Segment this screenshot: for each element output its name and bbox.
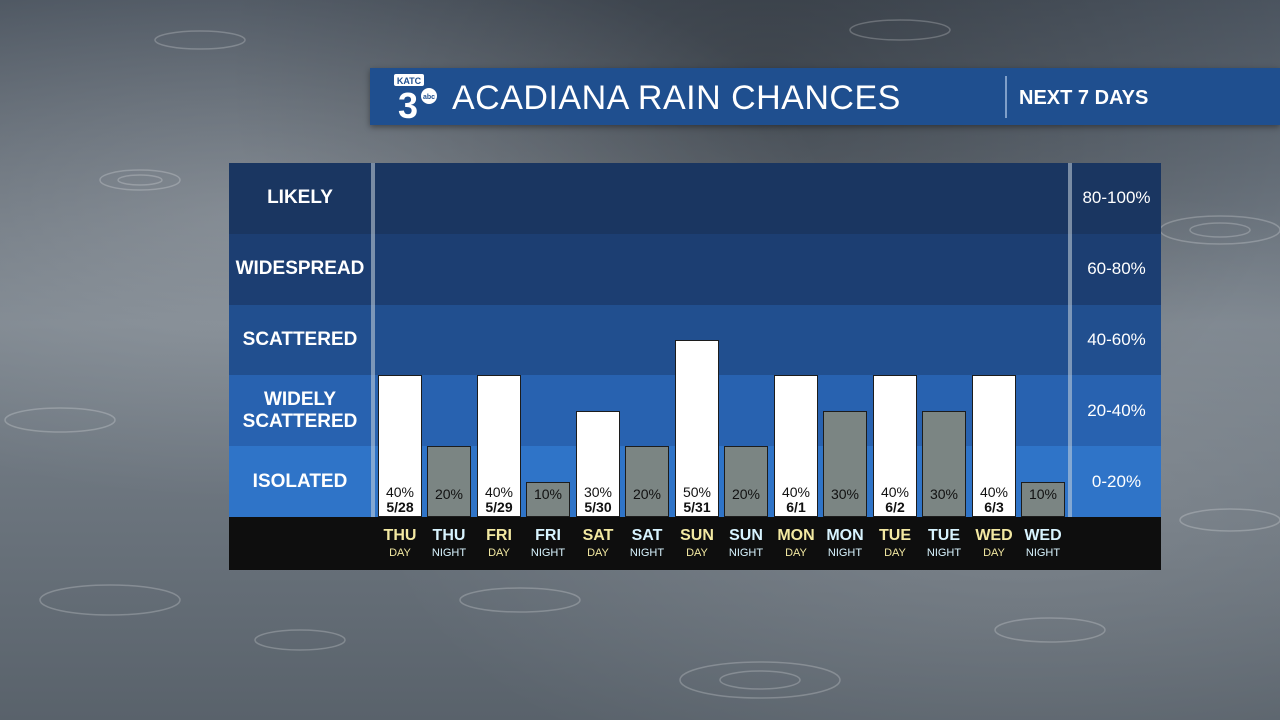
bar-value-label: 40% xyxy=(484,484,514,500)
band-row-widespread xyxy=(229,233,1161,305)
bar-date-label: 6/2 xyxy=(885,499,905,515)
period-name: NIGHT xyxy=(1025,547,1061,559)
period-day-name: SUN xyxy=(729,527,763,544)
period-day-name: SUN xyxy=(680,527,714,544)
period-name: NIGHT xyxy=(728,547,764,559)
rain-bar-mon-day xyxy=(774,375,818,517)
day-period-strip xyxy=(229,517,1161,570)
svg-text:3: 3 xyxy=(398,85,418,122)
period-name: DAY xyxy=(884,547,906,559)
band-row-likely xyxy=(229,163,1161,234)
title-banner xyxy=(370,68,1280,125)
period-name: DAY xyxy=(587,547,609,559)
band-label: WIDESPREAD xyxy=(235,258,365,280)
rain-bar-fri-day xyxy=(477,375,521,517)
rain-bar-wed-night xyxy=(1021,481,1065,517)
rain-bar-thu-night xyxy=(427,446,471,517)
bar-date-label: 5/31 xyxy=(683,499,711,515)
band-label: WIDELY SCATTERED xyxy=(242,388,358,432)
period-name: DAY xyxy=(785,547,807,559)
rain-bar-mon-night xyxy=(823,410,867,517)
bar-value-label: 40% xyxy=(979,484,1009,500)
page-title: ACADIANA RAIN CHANCES xyxy=(452,79,901,117)
band-range-label: 20-40% xyxy=(1087,400,1146,420)
band-range-label: 60-80% xyxy=(1087,259,1146,279)
period-name: DAY xyxy=(686,547,708,559)
bar-date-label: 6/3 xyxy=(984,499,1004,515)
period-day-name: TUE xyxy=(928,527,960,544)
period-day-name: FRI xyxy=(535,527,561,544)
bar-value-label: 40% xyxy=(385,484,415,500)
period-name: DAY xyxy=(488,547,510,559)
bar-value-label: 50% xyxy=(682,484,712,500)
bar-value-label: 40% xyxy=(880,484,910,500)
period-day-name: TUE xyxy=(879,527,911,544)
band-range-label: 0-20% xyxy=(1091,471,1142,491)
bar-date-label: 5/29 xyxy=(485,499,513,515)
period-name: NIGHT xyxy=(926,547,962,559)
rain-bar-tue-night xyxy=(922,410,966,517)
period-day-name: WED xyxy=(975,527,1013,544)
rain-bar-sun-night xyxy=(724,446,768,517)
band-label: LIKELY xyxy=(267,187,333,209)
rain-bar-fri-night xyxy=(526,481,570,517)
header-divider xyxy=(1005,76,1007,118)
period-name: NIGHT xyxy=(530,547,566,559)
band-range-label: 40-60% xyxy=(1087,329,1146,349)
bar-value-label: 30% xyxy=(929,486,959,502)
band-label: ISOLATED xyxy=(252,470,348,492)
period-name: NIGHT xyxy=(629,547,665,559)
katc-abc-logo: KATC 3 abc xyxy=(394,74,437,122)
period-day-name: SAT xyxy=(582,527,614,544)
period-name: DAY xyxy=(983,547,1005,559)
period-name: NIGHT xyxy=(431,547,467,559)
period-day-name: MON xyxy=(777,527,815,544)
forecast-span-label: NEXT 7 DAYS xyxy=(1019,87,1149,109)
bar-date-label: 6/1 xyxy=(786,499,806,515)
svg-text:abc: abc xyxy=(423,94,435,101)
period-name: NIGHT xyxy=(827,547,863,559)
bar-value-label: 20% xyxy=(731,486,761,502)
period-day-name: THU xyxy=(432,527,466,544)
bar-value-label: 10% xyxy=(1028,486,1058,502)
band-label: SCATTERED xyxy=(242,328,358,350)
bar-value-label: 20% xyxy=(434,486,464,502)
range-column-separator xyxy=(1068,163,1072,570)
bar-date-label: 5/28 xyxy=(386,499,414,515)
period-day-name: FRI xyxy=(486,527,512,544)
period-day-name: WED xyxy=(1024,527,1062,544)
period-day-name: THU xyxy=(383,527,417,544)
period-day-name: MON xyxy=(826,527,864,544)
period-day-name: SAT xyxy=(631,527,663,544)
bar-value-label: 30% xyxy=(583,484,613,500)
svg-text:KATC: KATC xyxy=(397,76,422,86)
bar-value-label: 20% xyxy=(632,486,662,502)
rain-bar-tue-day xyxy=(873,375,917,517)
rain-bar-sat-day xyxy=(576,410,620,517)
rain-bar-sun-day xyxy=(675,340,719,517)
bar-value-label: 10% xyxy=(533,486,563,502)
rain-bar-wed-day xyxy=(972,375,1016,517)
rain-bar-thu-day xyxy=(378,375,422,517)
period-name: DAY xyxy=(389,547,411,559)
bar-value-label: 40% xyxy=(781,484,811,500)
rain-bar-sat-night xyxy=(625,446,669,517)
label-column-separator xyxy=(371,163,375,570)
bar-value-label: 30% xyxy=(830,486,860,502)
band-range-label: 80-100% xyxy=(1082,188,1151,208)
bar-date-label: 5/30 xyxy=(584,499,612,515)
